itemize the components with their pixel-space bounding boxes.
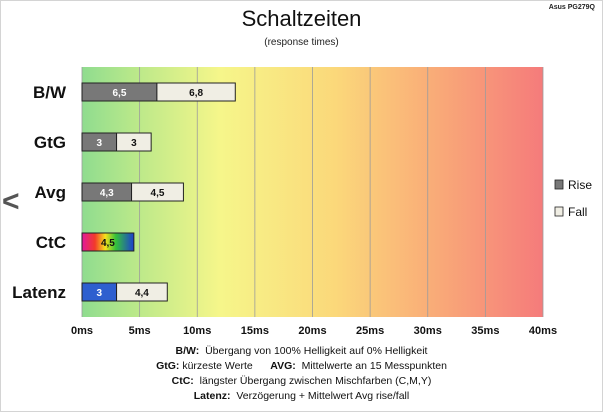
chart-subtitle: (response times) — [264, 37, 339, 48]
bar-value-label: 3 — [97, 288, 103, 299]
bar-fall — [131, 182, 184, 202]
legend-swatch — [554, 206, 564, 217]
note-label: GtG: — [156, 360, 180, 372]
chart-notes: B/W: Übergang von 100% Helligkeit auf 0%… — [0, 344, 603, 404]
bar-fall — [156, 82, 236, 102]
bar-value-label: 4,4 — [135, 288, 149, 299]
x-tick-label: 10ms — [183, 325, 211, 337]
note-label: CtC: — [171, 375, 194, 387]
note-text: kürzeste Werte — [182, 360, 253, 372]
bar-value-label: 3 — [131, 138, 137, 149]
note-ctc: CtC: längster Übergang zwischen Mischfar… — [0, 374, 603, 389]
bar-value-label: 3 — [97, 138, 103, 149]
note-latenz: Latenz: Verzögerung + Mittelwert Avg ris… — [0, 389, 603, 404]
x-tick-label: 40ms — [529, 325, 557, 337]
category-label: CtC — [36, 233, 66, 252]
note-text: Verzögerung + Mittelwert Avg rise/fall — [236, 390, 410, 402]
note-text: Übergang von 100% Helligkeit auf 0% Hell… — [205, 345, 428, 357]
bar-value-label: 4,5 — [151, 188, 165, 199]
note-text: Mittelwerte an 15 Messpunkten — [301, 360, 447, 372]
bar-ctc — [81, 232, 135, 252]
legend-swatch — [554, 179, 564, 190]
bar-fall — [116, 132, 152, 152]
x-tick-label: 0ms — [71, 325, 93, 337]
category-label: Latenz — [12, 283, 66, 302]
x-tick-label: 15ms — [241, 325, 269, 337]
note-label: Latenz: — [193, 390, 231, 402]
x-tick-label: 5ms — [129, 325, 151, 337]
legend-label: Rise — [568, 178, 592, 192]
category-label: Avg — [35, 183, 67, 202]
x-tick-label: 35ms — [471, 325, 499, 337]
note-text: längster Übergang zwischen Mischfarben (… — [199, 375, 432, 387]
x-tick-label: 20ms — [298, 325, 326, 337]
bar-fall — [116, 282, 168, 302]
bar-value-label: 6,8 — [189, 88, 203, 99]
bar-value-label: 4,3 — [100, 188, 114, 199]
chart-title: Schaltzeiten — [241, 6, 362, 31]
category-label: B/W — [33, 83, 67, 102]
back-arrow-icon[interactable]: < — [2, 185, 20, 218]
x-tick-label: 30ms — [414, 325, 442, 337]
note-gtg-avg: GtG: kürzeste Werte AVG: Mittelwerte an … — [0, 359, 603, 374]
bar-value-label: 4,5 — [101, 238, 115, 249]
note-label: B/W: — [175, 345, 200, 357]
legend-label: Fall — [568, 205, 587, 219]
x-tick-label: 25ms — [356, 325, 384, 337]
note-bw: B/W: Übergang von 100% Helligkeit auf 0%… — [0, 344, 603, 359]
note-label: AVG: — [270, 360, 296, 372]
monitor-model-label: Asus PG279Q — [548, 4, 595, 11]
bar-value-label: 6,5 — [113, 88, 127, 99]
category-label: GtG — [34, 133, 66, 152]
